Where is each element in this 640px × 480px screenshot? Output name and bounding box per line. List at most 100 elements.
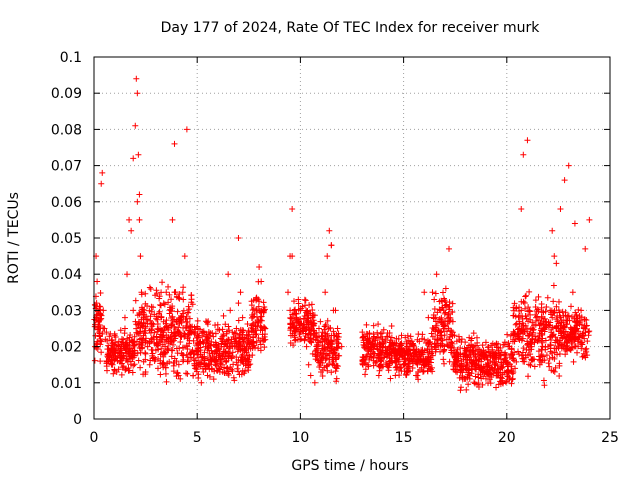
data-point: [541, 315, 548, 322]
data-point: [107, 350, 114, 357]
data-point: [379, 330, 386, 337]
data-point: [96, 329, 103, 336]
data-point: [244, 320, 251, 327]
data-point: [177, 339, 184, 346]
data-point: [184, 309, 191, 316]
data-point: [438, 340, 445, 347]
data-point: [421, 347, 428, 354]
data-point: [153, 315, 160, 322]
data-point: [523, 292, 530, 299]
data-point: [163, 336, 170, 343]
data-point: [505, 340, 512, 347]
data-point: [529, 327, 536, 334]
data-point: [439, 298, 446, 305]
data-point: [577, 331, 584, 338]
data-point: [204, 319, 211, 326]
data-point: [119, 339, 126, 346]
data-point: [542, 308, 549, 315]
data-point: [332, 307, 339, 314]
data-point: [245, 361, 252, 368]
data-points: [91, 75, 593, 394]
data-point: [397, 348, 404, 355]
data-point: [291, 337, 298, 344]
data-point: [323, 355, 330, 362]
data-point: [508, 346, 515, 353]
data-point: [454, 361, 461, 368]
data-point: [550, 367, 557, 374]
data-point: [376, 367, 383, 374]
data-point: [553, 337, 560, 344]
data-point: [473, 334, 480, 341]
data-point: [179, 310, 186, 317]
data-point: [521, 299, 528, 306]
data-point: [362, 371, 369, 378]
data-point: [487, 380, 494, 387]
data-point: [503, 359, 510, 366]
data-point: [149, 355, 156, 362]
y-tick-label: 0.04: [51, 267, 82, 283]
data-point: [511, 349, 518, 356]
data-point: [510, 312, 517, 319]
data-point: [197, 344, 204, 351]
data-point: [567, 330, 574, 337]
data-point: [233, 359, 240, 366]
data-point: [383, 347, 390, 354]
data-point: [465, 369, 472, 376]
data-point: [245, 339, 252, 346]
data-point: [305, 331, 312, 338]
data-point: [134, 198, 141, 205]
data-point: [220, 312, 227, 319]
data-point: [491, 361, 498, 368]
data-point: [516, 325, 523, 332]
data-point: [374, 334, 381, 341]
data-point: [309, 307, 316, 314]
data-point: [568, 329, 575, 336]
data-point: [524, 341, 531, 348]
data-point: [470, 361, 477, 368]
y-axis-label: ROTI / TECUs: [6, 192, 22, 284]
data-point: [146, 361, 153, 368]
data-point: [216, 326, 223, 333]
data-point: [166, 358, 173, 365]
data-point: [516, 333, 523, 340]
data-point: [325, 341, 332, 348]
data-point: [233, 325, 240, 332]
data-point: [135, 151, 142, 158]
data-point: [558, 319, 565, 326]
data-point: [179, 358, 186, 365]
data-point: [248, 315, 255, 322]
data-point: [125, 348, 132, 355]
data-point: [574, 349, 581, 356]
data-point: [313, 343, 320, 350]
data-point: [99, 169, 106, 176]
data-point: [236, 338, 243, 345]
data-point: [558, 342, 565, 349]
data-point: [560, 345, 567, 352]
data-point: [91, 357, 98, 364]
data-point: [173, 345, 180, 352]
data-point: [239, 314, 246, 321]
data-point: [160, 300, 167, 307]
data-point: [493, 369, 500, 376]
data-point: [257, 337, 264, 344]
data-point: [163, 289, 170, 296]
data-point: [110, 370, 117, 377]
data-point: [151, 339, 158, 346]
data-point: [108, 360, 115, 367]
data-point: [489, 346, 496, 353]
data-point: [370, 322, 377, 329]
data-point: [254, 322, 261, 329]
data-point: [254, 307, 261, 314]
data-point: [168, 296, 175, 303]
y-tick-label: 0.02: [51, 340, 82, 356]
data-point: [95, 321, 102, 328]
data-point: [312, 336, 319, 343]
data-point: [221, 343, 228, 350]
data-point: [166, 291, 173, 298]
data-point: [192, 365, 199, 372]
data-point: [554, 312, 561, 319]
data-point: [291, 298, 297, 305]
data-point: [532, 297, 539, 304]
data-point: [413, 360, 420, 367]
data-point: [563, 339, 570, 346]
